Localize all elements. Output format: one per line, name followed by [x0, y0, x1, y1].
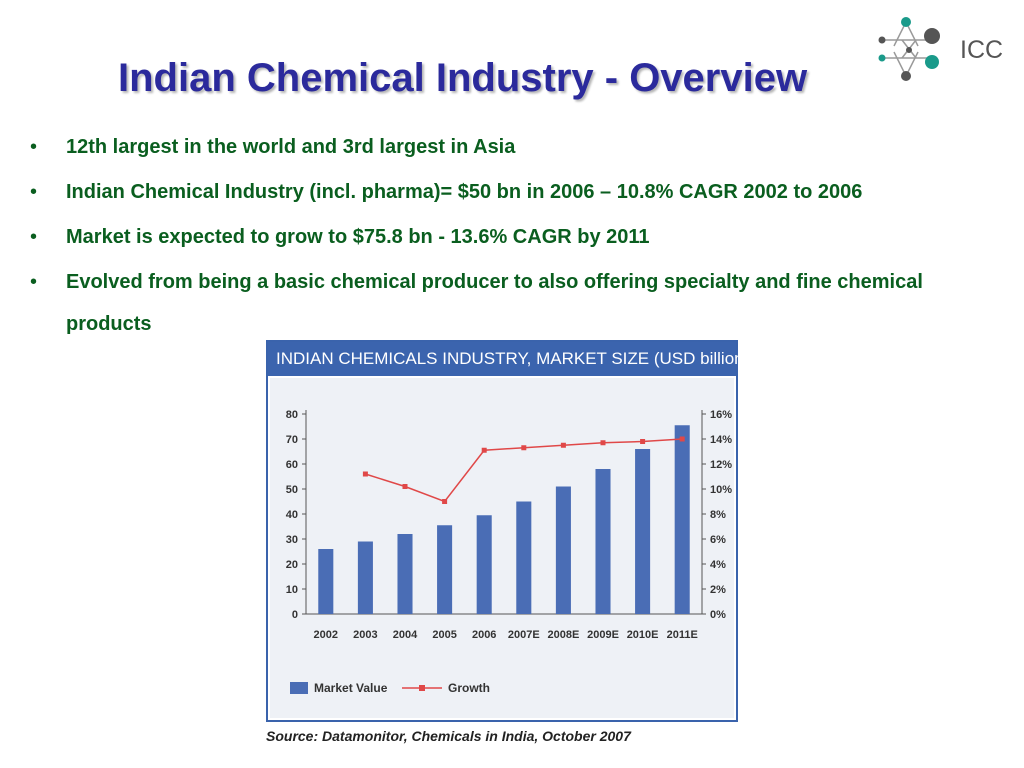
bullet-item: • Evolved from being a basic chemical pro…: [30, 261, 990, 345]
growth-point: [362, 471, 368, 477]
growth-point: [442, 499, 448, 504]
bar-market-value: [674, 425, 690, 614]
source-note: Source: Datamonitor, Chemicals in India,…: [266, 728, 631, 744]
right-tick-label: 6%: [710, 534, 726, 546]
slide-title: Indian Chemical Industry - Overview: [118, 56, 808, 100]
right-tick-label: 16%: [710, 409, 732, 421]
legend-swatch-market-value: [290, 682, 308, 694]
right-tick-label: 12%: [710, 459, 732, 471]
bar-market-value: [318, 549, 334, 614]
bullet-text: 12th largest in the world and 3rd larges…: [66, 136, 516, 158]
bullet-list: • 12th largest in the world and 3rd large…: [30, 126, 990, 348]
chart-plot-area: 0 10 20 30 40 50 60 70 80 0% 2% 4% 6% 8% 10% 12% 14% 16% 2…: [270, 378, 734, 718]
left-tick-label: 30: [286, 534, 298, 546]
bar-market-value: [476, 515, 492, 614]
bullet-marker: •: [30, 271, 38, 293]
chart-title: INDIAN CHEMICALS INDUSTRY, MARKET SIZE (…: [268, 342, 749, 376]
left-tick-label: 0: [292, 609, 298, 621]
bar-market-value: [397, 534, 413, 614]
x-tick-label: 2003: [353, 629, 377, 641]
left-tick-label: 80: [286, 409, 298, 421]
growth-point: [679, 436, 685, 442]
icc-logo-icon: [878, 17, 940, 81]
left-tick-label: 70: [286, 434, 298, 446]
growth-point: [402, 484, 408, 489]
growth-point: [640, 439, 646, 444]
growth-point: [521, 445, 527, 451]
bullet-text: Market is expected to grow to $75.8 bn -…: [66, 226, 650, 248]
growth-point: [600, 440, 606, 446]
bar-market-value: [357, 541, 373, 614]
right-tick-label: 8%: [710, 509, 726, 521]
x-tick-label: 2006: [472, 629, 496, 641]
legend-marker-growth: [419, 685, 425, 691]
x-tick-label: 2002: [314, 629, 338, 641]
bullet-text: Indian Chemical Industry (incl. pharma)=…: [66, 181, 863, 203]
x-tick-label: 2011E: [667, 629, 698, 641]
x-tick-label: 2005: [432, 629, 456, 641]
bar-market-value: [595, 469, 611, 614]
right-tick-label: 10%: [710, 484, 732, 496]
x-tick-label: 2010E: [627, 629, 659, 641]
right-tick-label: 14%: [710, 434, 732, 446]
x-tick-label: 2007E: [508, 629, 540, 641]
left-tick-label: 20: [286, 559, 298, 571]
bar-market-value: [635, 449, 651, 614]
right-tick-label: 2%: [710, 584, 726, 596]
x-tick-label: 2009E: [587, 629, 619, 641]
x-tick-label: 2004: [393, 629, 418, 641]
bar-market-value: [437, 525, 453, 614]
x-tick-label: 2008E: [547, 629, 579, 641]
chart-panel: INDIAN CHEMICALS INDUSTRY, MARKET SIZE (…: [266, 340, 749, 722]
bullet-item: • 12th largest in the world and 3rd large…: [30, 126, 990, 168]
bar-market-value: [555, 486, 571, 614]
bullet-item: • Market is expected to grow to $75.8 bn …: [30, 216, 990, 258]
legend-label-growth: Growth: [448, 681, 490, 695]
legend-label-market-value: Market Value: [314, 681, 388, 695]
chart-svg: 0 10 20 30 40 50 60 70 80 0% 2% 4% 6% 8% 10% 12% 14% 16% 2…: [286, 409, 732, 695]
logo-text: ICC: [960, 36, 1004, 64]
bullet-text: Evolved from being a basic chemical prod…: [66, 271, 923, 335]
left-tick-label: 40: [286, 509, 298, 521]
bullet-marker: •: [30, 226, 38, 248]
right-tick-label: 4%: [710, 559, 726, 571]
growth-point: [481, 447, 487, 453]
bar-market-value: [516, 501, 532, 614]
left-tick-label: 10: [286, 584, 298, 596]
bullet-marker: •: [30, 181, 38, 203]
left-tick-label: 50: [286, 484, 298, 496]
left-tick-label: 60: [286, 459, 298, 471]
bullet-marker: •: [30, 136, 38, 158]
growth-point: [560, 442, 566, 448]
bullet-item: • Indian Chemical Industry (incl. pharma)…: [30, 171, 990, 213]
right-tick-label: 0%: [710, 609, 726, 621]
